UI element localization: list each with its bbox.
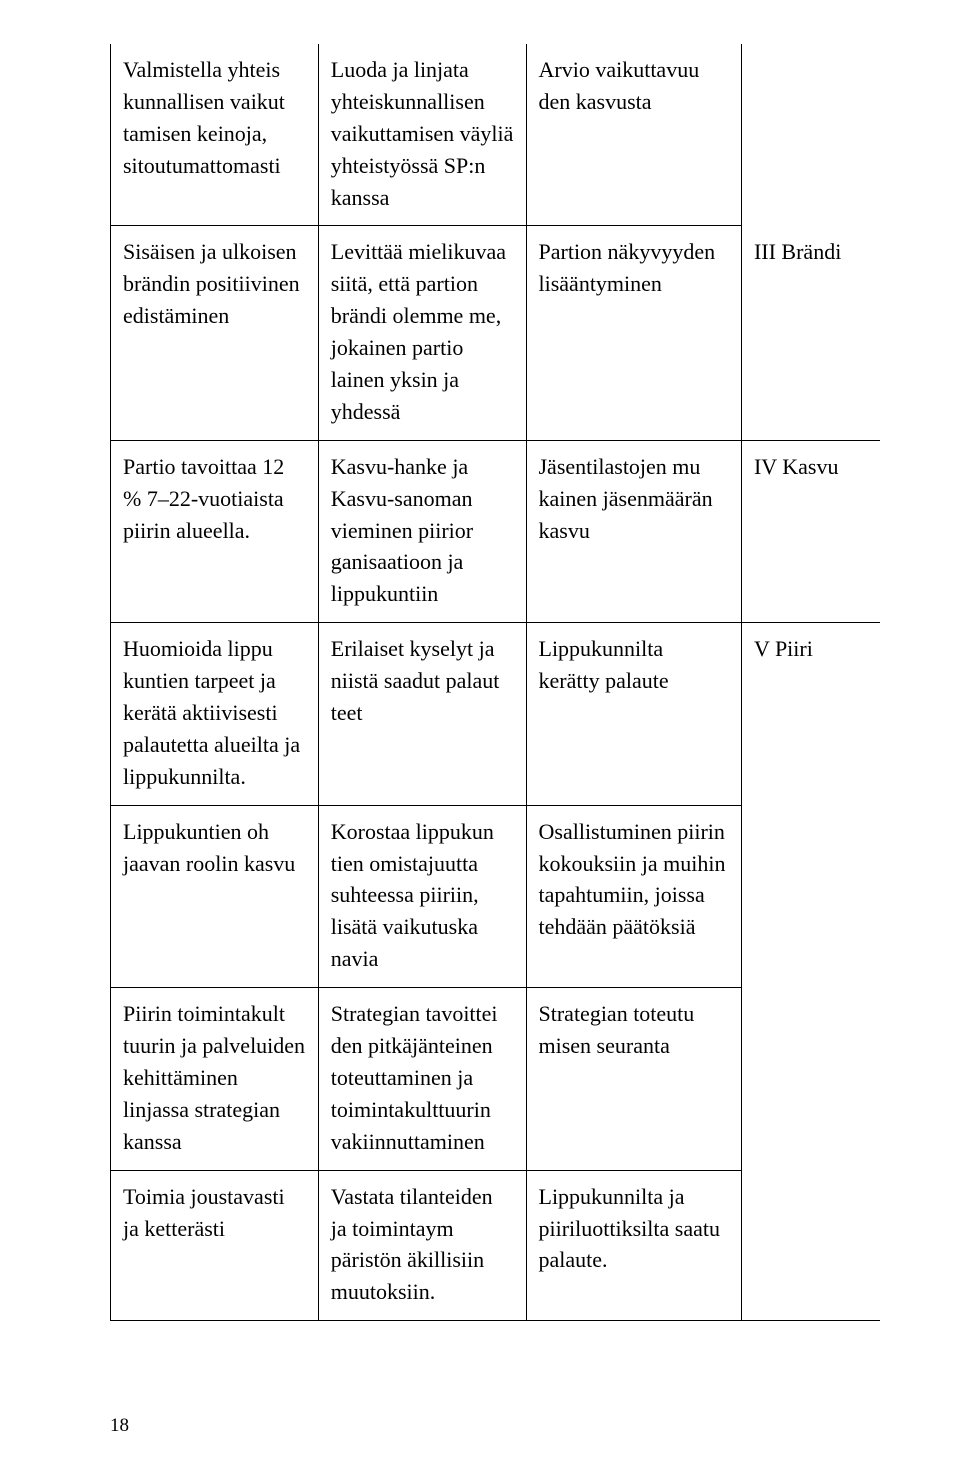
table-row: Valmistella yhteis​kunnallisen vaikut​ta…: [111, 44, 881, 226]
cell: Luoda ja linjata yhteiskunnallisen vaiku…: [318, 44, 526, 226]
cell: [741, 44, 880, 226]
table-row: Huomioida lippu​kuntien tarpeet ja kerät…: [111, 623, 881, 805]
cell: Korostaa lippukun​tien omistajuutta suht…: [318, 805, 526, 987]
cell: Kasvu-hanke ja Kasvu-sanoman vieminen pi…: [318, 440, 526, 622]
cell: Strategian toteutu​misen seuranta: [526, 988, 741, 1170]
cell: Piirin toimintakult​tuurin ja palvelui​d…: [111, 988, 319, 1170]
cell: Huomioida lippu​kuntien tarpeet ja kerät…: [111, 623, 319, 805]
cell: IV Kasvu: [741, 440, 880, 622]
cell: Partio tavoittaa 12 % 7–22-vuotiais​ta p…: [111, 440, 319, 622]
page: Valmistella yhteis​kunnallisen vaikut​ta…: [0, 0, 960, 1480]
cell: III Brändi: [741, 226, 880, 440]
cell: Osallistuminen piirin kokouksiin ja muih…: [526, 805, 741, 987]
cell: Toimia joustavasti ja ketterästi: [111, 1170, 319, 1321]
cell: Lippukunnilta ja piiriluottiksilta saatu…: [526, 1170, 741, 1321]
cell: Sisäisen ja ulkoisen brändin positiivi​n…: [111, 226, 319, 440]
table-row: Sisäisen ja ulkoisen brändin positiivi​n…: [111, 226, 881, 440]
table-row: Partio tavoittaa 12 % 7–22-vuotiais​ta p…: [111, 440, 881, 622]
cell: Erilaiset kyselyt ja niistä saadut palau…: [318, 623, 526, 805]
cell: V Piiri: [741, 623, 880, 1321]
cell: Partion näkyvyyden lisääntyminen: [526, 226, 741, 440]
cell: Lippukunnilta kerätty palaute: [526, 623, 741, 805]
cell: Jäsentilastojen mu​kainen jäsenmäärän ka…: [526, 440, 741, 622]
cell: Arvio vaikuttavuu​den kasvusta: [526, 44, 741, 226]
cell: Levittää mielikuvaa siitä, että partion …: [318, 226, 526, 440]
page-number: 18: [110, 1412, 129, 1440]
cell: Vastata tilanteiden ja toimintaym​pärist…: [318, 1170, 526, 1321]
cell: Valmistella yhteis​kunnallisen vaikut​ta…: [111, 44, 319, 226]
cell: Strategian tavoittei​den pitkäjänteinen …: [318, 988, 526, 1170]
cell: Lippukuntien oh​jaavan roolin kasvu: [111, 805, 319, 987]
strategy-table: Valmistella yhteis​kunnallisen vaikut​ta…: [110, 44, 880, 1321]
